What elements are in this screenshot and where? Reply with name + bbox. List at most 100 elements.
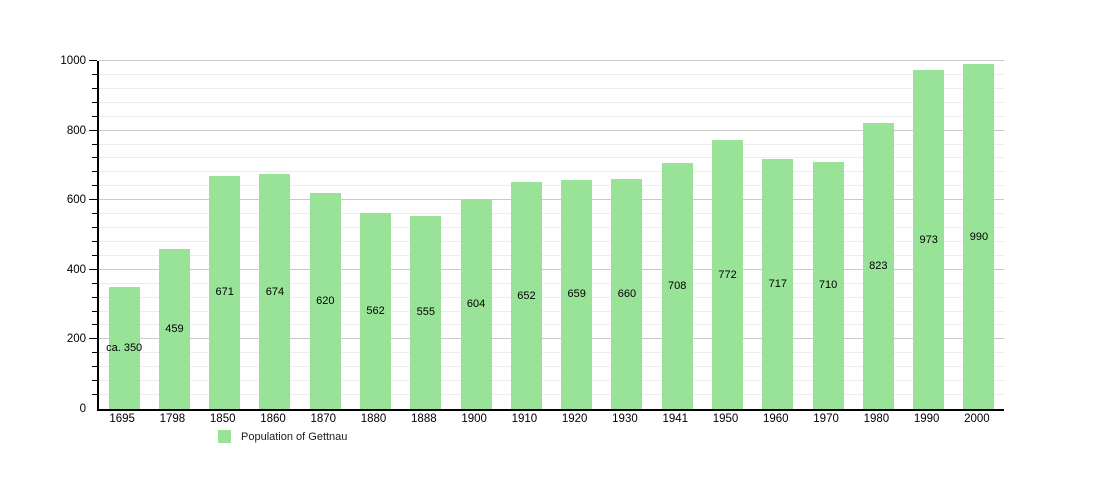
minor-gridline [99, 394, 1004, 396]
x-axis-tick-label: 2000 [964, 413, 990, 425]
bar-value-label: 823 [869, 259, 888, 272]
y-axis-tick-label: 600 [66, 194, 86, 207]
minor-gridline [99, 352, 1004, 354]
bar-slot: 710 [803, 61, 853, 409]
bar-value-label: 671 [215, 286, 234, 299]
minor-gridline [99, 366, 1004, 368]
bar-value-label: 660 [617, 288, 637, 301]
x-axis-tick-label: 1960 [763, 413, 789, 425]
bar-slot: 772 [702, 61, 752, 409]
y-minor-tick [92, 366, 97, 368]
minor-gridline [99, 171, 1004, 173]
plot-area: 0 200 400 600 800 1000 ca. 350 459 671 674 620 562… [60, 55, 1004, 415]
bar-slot: 604 [451, 61, 501, 409]
bar: 717 [762, 159, 794, 409]
major-gridline [99, 60, 1004, 61]
minor-gridline [99, 254, 1004, 256]
minor-gridline [99, 240, 1004, 242]
bar-value-label: 708 [668, 279, 687, 292]
y-minor-tick [92, 282, 97, 284]
bar-slot: 674 [250, 61, 300, 409]
bar-slot: 652 [501, 61, 551, 409]
bar: 659 [561, 179, 593, 409]
bar-value-label: 772 [718, 268, 737, 281]
bar: 604 [460, 198, 492, 409]
x-axis-tick-label: 1990 [913, 413, 940, 425]
y-axis-tick-label: 0 [79, 403, 86, 415]
y-minor-tick [92, 73, 97, 75]
y-minor-tick [92, 87, 97, 89]
bar-slot: 973 [904, 61, 954, 409]
x-axis-tick-label: 1798 [159, 413, 186, 425]
y-minor-tick [92, 296, 97, 298]
x-axis-tick-label: 1920 [561, 413, 588, 425]
bar-value-label: 659 [567, 288, 586, 301]
bar: 562 [360, 213, 392, 409]
x-axis-tick-label: 1850 [209, 413, 236, 425]
minor-gridline [99, 380, 1004, 382]
x-axis-tick-label: 1941 [662, 413, 689, 425]
bar-slot: 555 [401, 61, 451, 409]
bar-slot: 620 [300, 61, 350, 409]
bar: 710 [812, 161, 844, 409]
y-minor-tick [92, 240, 97, 242]
bar: 459 [158, 249, 190, 409]
y-minor-tick [92, 380, 97, 382]
y-major-tick [89, 129, 97, 131]
y-major-tick [89, 338, 97, 340]
y-minor-tick [92, 171, 97, 173]
y-minor-tick [92, 157, 97, 159]
bar-slot: 671 [200, 61, 250, 409]
y-minor-tick [92, 227, 97, 229]
bar-value-label: 973 [919, 233, 938, 246]
minor-gridline [99, 101, 1004, 103]
bar-slot: 459 [149, 61, 199, 409]
bar: 708 [661, 162, 693, 409]
bar: 674 [259, 174, 291, 409]
bar-value-label: 555 [416, 306, 436, 319]
y-minor-tick [92, 310, 97, 312]
bar: 772 [712, 140, 744, 409]
legend-label: Population of Gettnau [241, 430, 348, 443]
bar-slot: 562 [350, 61, 400, 409]
bar-value-label: 604 [466, 297, 486, 310]
minor-gridline [99, 115, 1004, 117]
minor-gridline [99, 310, 1004, 312]
bar-slot: 823 [853, 61, 903, 409]
minor-gridline [99, 143, 1004, 145]
y-minor-tick [92, 101, 97, 103]
y-major-tick [89, 199, 97, 201]
y-major-tick [89, 268, 97, 270]
bar: 555 [410, 215, 442, 409]
y-minor-tick [92, 254, 97, 256]
minor-gridline [99, 213, 1004, 215]
minor-gridline [99, 157, 1004, 159]
bar: 620 [309, 193, 341, 409]
bar-slot: 717 [753, 61, 803, 409]
bar: 660 [611, 179, 643, 409]
y-minor-tick [92, 213, 97, 215]
major-gridline [99, 338, 1004, 340]
minor-gridline [99, 324, 1004, 326]
y-major-tick [89, 60, 97, 61]
y-minor-tick [92, 143, 97, 145]
bar: ca. 350 [106, 287, 143, 409]
y-minor-tick [92, 352, 97, 354]
bar: 990 [963, 64, 995, 409]
x-axis-tick-label: 1880 [360, 413, 387, 425]
bar-slot: 660 [602, 61, 652, 409]
bar-value-label: ca. 350 [106, 342, 143, 355]
major-gridline [99, 199, 1004, 201]
major-gridline [99, 129, 1004, 131]
bar-value-label: 717 [768, 278, 787, 291]
bar-value-label: 674 [265, 285, 285, 298]
minor-gridline [99, 227, 1004, 229]
x-axis-tick-label: 1950 [712, 413, 739, 425]
x-axis-tick-label: 1910 [511, 413, 538, 425]
x-axis-tick-label: 1900 [461, 413, 487, 425]
bars-container: ca. 350 459 671 674 620 562 555 604 652 659 660 708… [99, 61, 1004, 409]
major-gridline [99, 268, 1004, 270]
y-minor-tick [92, 324, 97, 326]
bar-value-label: 710 [818, 279, 838, 292]
